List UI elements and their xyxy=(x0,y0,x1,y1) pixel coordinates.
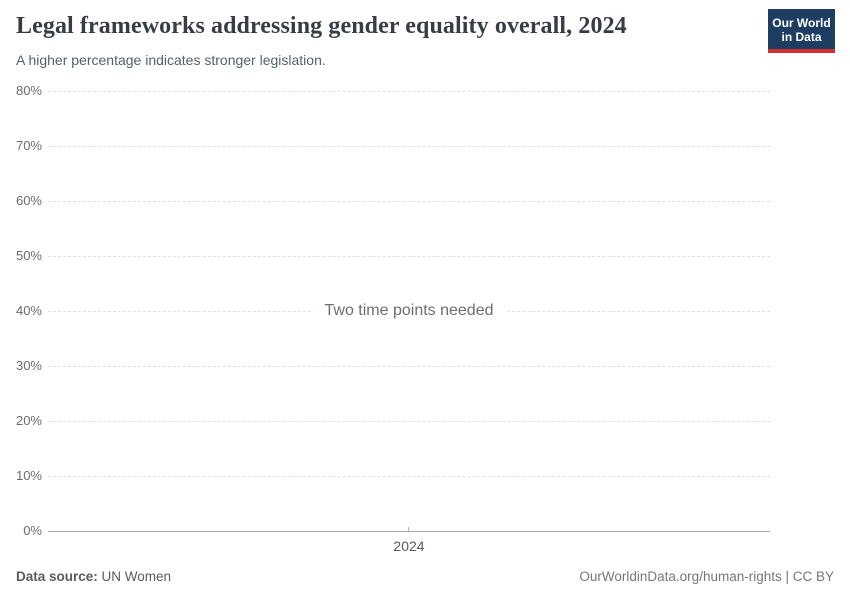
data-source: Data source: UN WomenUN Women xyxy=(16,569,171,584)
y-gridline xyxy=(48,366,770,367)
y-axis-tick-label: 20% xyxy=(15,413,42,428)
y-gridline xyxy=(48,201,770,202)
chart-title: Legal frameworks addressing gender equal… xyxy=(16,13,627,39)
y-axis-tick-label: 70% xyxy=(15,138,42,153)
chart-footer: Data source: UN WomenUN Women OurWorldin… xyxy=(16,569,834,584)
y-axis-tick-label: 10% xyxy=(15,468,42,483)
y-gridline xyxy=(48,91,770,92)
owid-logo-line1: Our World xyxy=(772,16,831,30)
y-gridline xyxy=(48,421,770,422)
x-axis-tick-label: 2024 xyxy=(393,538,425,554)
owid-logo[interactable]: Our World in Data xyxy=(768,9,835,53)
y-axis-tick-label: 80% xyxy=(15,83,42,98)
owid-logo-line2: in Data xyxy=(781,30,822,44)
empty-data-message: Two time points needed xyxy=(312,302,506,320)
y-axis-tick-label: 40% xyxy=(15,303,42,318)
y-axis-tick-label: 30% xyxy=(15,358,42,373)
y-axis-tick-label: 0% xyxy=(23,523,42,538)
y-gridline xyxy=(48,146,770,147)
y-gridline xyxy=(48,476,770,477)
x-axis-line xyxy=(48,531,770,532)
data-source-label: Data source: xyxy=(16,569,98,584)
chart-subtitle: A higher percentage indicates stronger l… xyxy=(16,52,326,68)
y-axis-tick-label: 50% xyxy=(15,248,42,263)
y-axis-tick-label: 60% xyxy=(15,193,42,208)
x-axis-tick xyxy=(408,527,409,531)
footer-credit-link[interactable]: OurWorldinData.org/human-rights | CC BY xyxy=(579,569,834,584)
y-gridline xyxy=(48,256,770,257)
data-source-value: UN Women xyxy=(101,569,172,584)
empty-data-message-row: Two time points needed xyxy=(48,302,770,320)
